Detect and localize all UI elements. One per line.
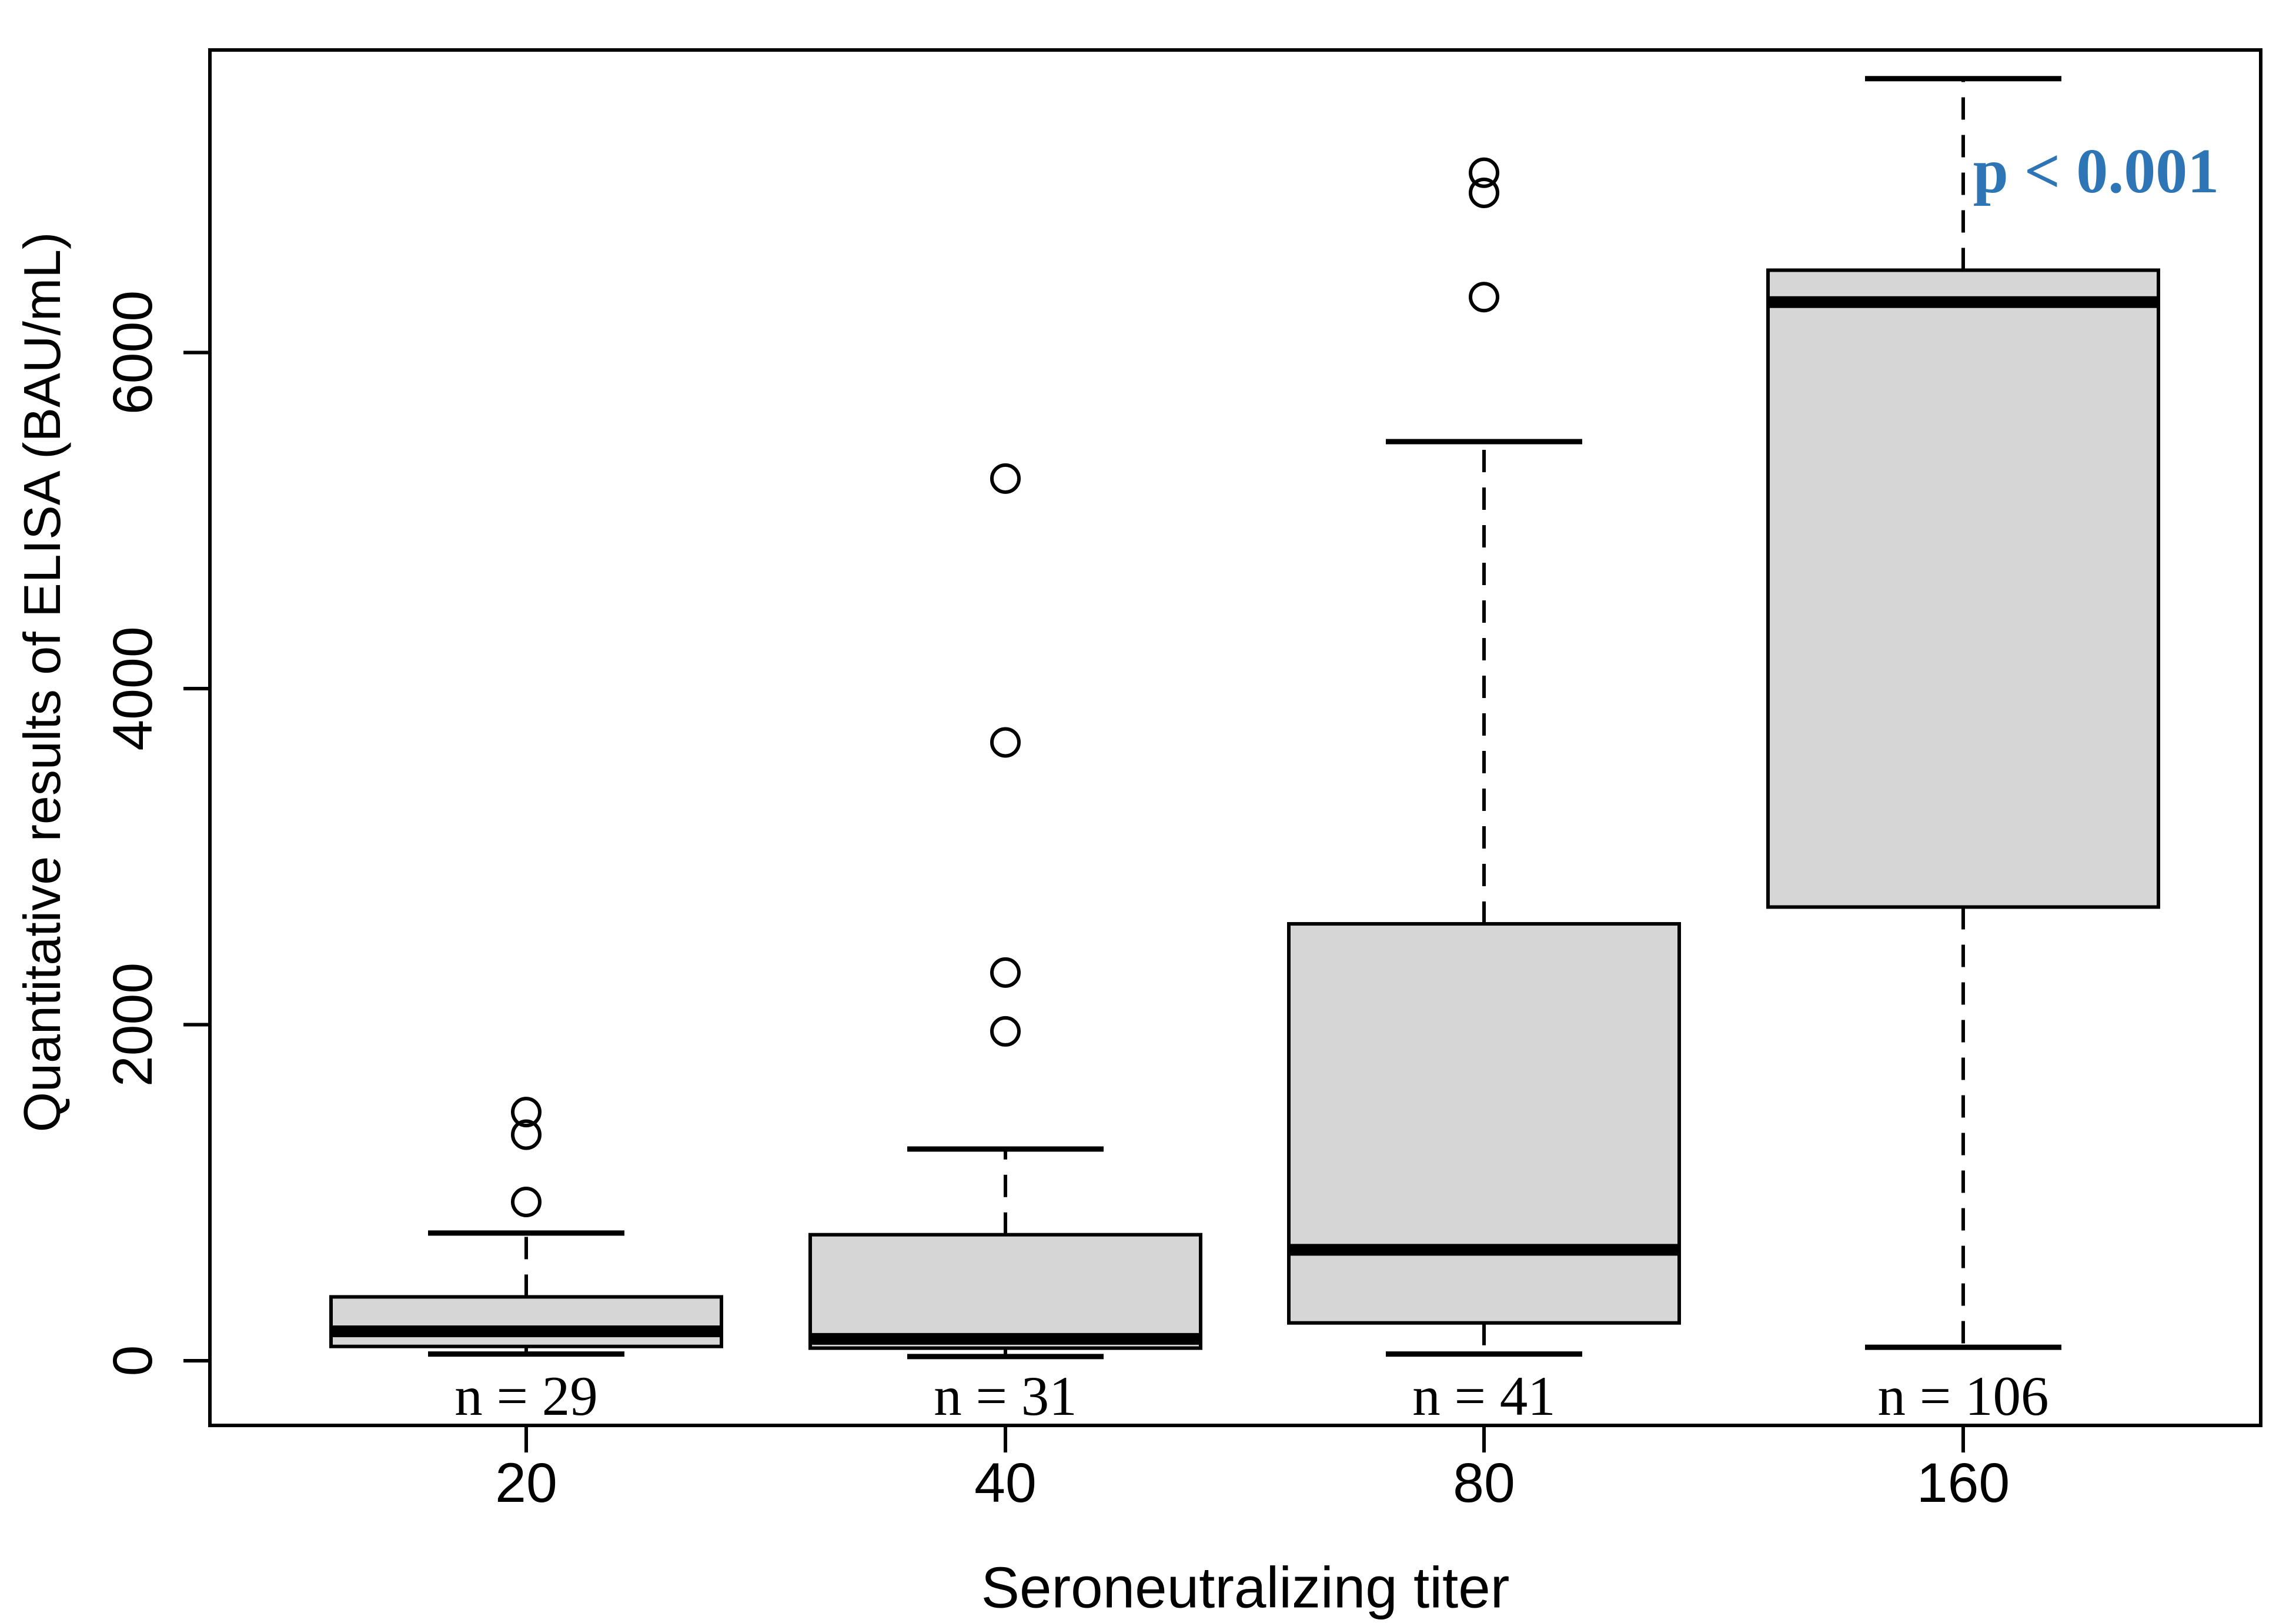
outlier-point — [511, 1186, 542, 1217]
y-axis-title: Quantitative results of ELISA (BAU/mL) — [13, 232, 71, 1133]
y-axis-tick-label: 0 — [102, 1345, 164, 1377]
p-value-annotation: p < 0.001 — [1973, 136, 2220, 206]
sample-size-label: n = 106 — [1877, 1365, 2048, 1427]
outlier-point — [1469, 282, 1499, 313]
x-axis-tick-label: 160 — [1917, 1452, 2010, 1514]
sample-size-label: n = 41 — [1412, 1365, 1556, 1427]
x-axis-tick-label: 80 — [1453, 1452, 1515, 1514]
outlier-point — [990, 957, 1021, 988]
y-axis-tick-label: 6000 — [102, 290, 164, 415]
iqr-box — [808, 1233, 1202, 1350]
x-axis-title: Seroneutralizing titer — [981, 1555, 1510, 1620]
outlier-point — [990, 727, 1021, 758]
outlier-point — [990, 463, 1021, 494]
x-axis-tick-label: 20 — [495, 1452, 557, 1514]
outlier-point — [511, 1119, 542, 1150]
outlier-point — [990, 1016, 1021, 1047]
y-axis-tick-label: 4000 — [102, 626, 164, 750]
iqr-box — [1287, 922, 1681, 1325]
iqr-box — [329, 1295, 723, 1348]
sample-size-label: n = 29 — [454, 1365, 598, 1427]
iqr-box — [1766, 268, 2160, 909]
outlier-point — [1469, 178, 1499, 209]
outlier-point — [1469, 157, 1499, 188]
plot-border — [208, 48, 2262, 1427]
outlier-point — [511, 1097, 542, 1128]
x-axis-tick-label: 40 — [974, 1452, 1037, 1514]
y-axis-tick-label: 2000 — [102, 963, 164, 1087]
sample-size-label: n = 31 — [934, 1365, 1077, 1427]
